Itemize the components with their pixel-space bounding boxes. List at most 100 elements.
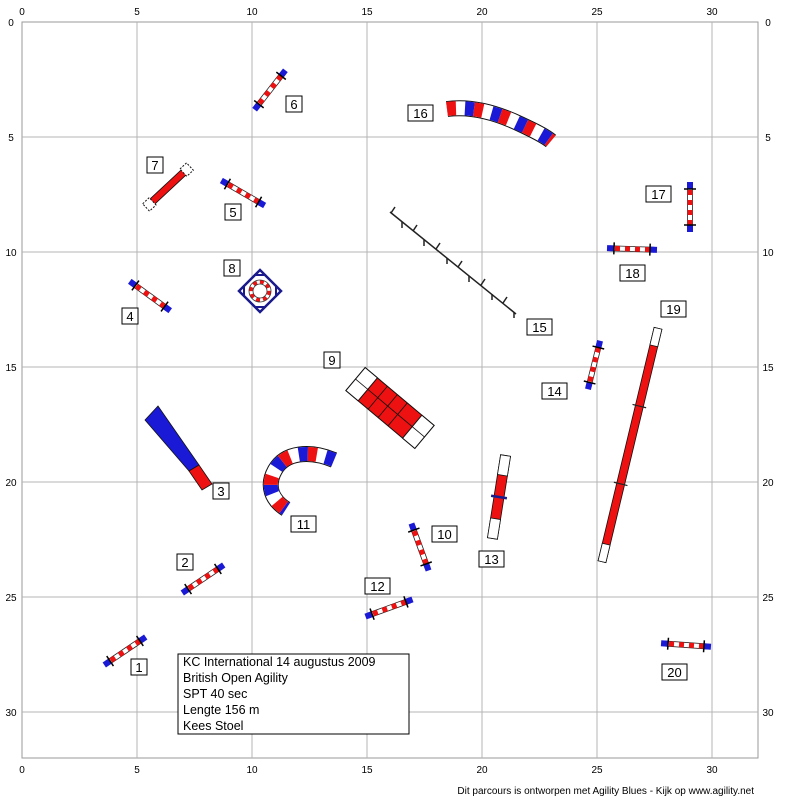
svg-text:6: 6 bbox=[290, 97, 297, 112]
svg-text:20: 20 bbox=[667, 665, 681, 680]
x-tick-label: 15 bbox=[361, 765, 373, 776]
x-tick-label: 15 bbox=[361, 7, 373, 18]
number-label-6: 6 bbox=[285, 95, 303, 113]
number-label-5: 5 bbox=[224, 203, 242, 221]
x-tick-label: 10 bbox=[246, 7, 258, 18]
obstacle-3-tunnel-chute bbox=[144, 405, 213, 491]
svg-text:9: 9 bbox=[328, 353, 335, 368]
svg-text:5: 5 bbox=[229, 205, 236, 220]
obstacle-18-jump bbox=[606, 242, 658, 256]
y-tick-label: 20 bbox=[762, 478, 774, 489]
x-tick-label: 25 bbox=[591, 765, 603, 776]
obstacle-4-jump bbox=[128, 278, 172, 314]
number-label-7: 7 bbox=[146, 156, 164, 174]
svg-text:2: 2 bbox=[181, 555, 188, 570]
svg-text:13: 13 bbox=[484, 552, 498, 567]
obstacle-14-jump bbox=[583, 340, 605, 390]
svg-text:1: 1 bbox=[135, 660, 142, 675]
number-label-11: 11 bbox=[290, 515, 317, 533]
obstacle-12-jump bbox=[364, 595, 414, 621]
svg-text:4: 4 bbox=[126, 309, 133, 324]
number-label-4: 4 bbox=[121, 307, 139, 325]
obstacle-16-tunnel bbox=[445, 100, 557, 148]
number-label-10: 10 bbox=[431, 525, 458, 543]
x-tick-label: 20 bbox=[476, 765, 488, 776]
designer-footer: Dit parcours is ontworpen met Agility Bl… bbox=[457, 786, 754, 797]
number-label-1: 1 bbox=[130, 658, 148, 676]
y-tick-label: 10 bbox=[762, 248, 774, 259]
svg-text:14: 14 bbox=[547, 384, 561, 399]
obstacle-6-jump bbox=[252, 68, 288, 112]
number-label-13: 13 bbox=[478, 550, 505, 568]
y-tick-label: 15 bbox=[5, 363, 17, 374]
info-event: KC International 14 augustus 2009 bbox=[183, 655, 376, 669]
x-tick-label: 25 bbox=[591, 7, 603, 18]
svg-text:11: 11 bbox=[297, 517, 311, 532]
svg-text:3: 3 bbox=[217, 484, 224, 499]
x-tick-label: 0 bbox=[19, 7, 25, 18]
number-label-2: 2 bbox=[176, 553, 194, 571]
x-axis-bottom: 0 5 10 15 20 25 30 bbox=[19, 765, 718, 776]
svg-text:17: 17 bbox=[651, 187, 665, 202]
obstacle-17-jump bbox=[684, 182, 696, 232]
y-tick-label: 5 bbox=[8, 133, 14, 144]
obstacle-9-a-frame bbox=[345, 366, 435, 450]
svg-text:8: 8 bbox=[228, 261, 235, 276]
obstacle-7-wall bbox=[141, 162, 195, 212]
obstacle-15-weave-poles bbox=[389, 206, 517, 318]
number-label-9: 9 bbox=[323, 351, 341, 369]
obstacle-5-jump bbox=[219, 177, 267, 209]
y-tick-label: 30 bbox=[762, 708, 774, 719]
number-label-15: 15 bbox=[526, 318, 553, 336]
y-tick-label: 10 bbox=[5, 248, 17, 259]
number-label-18: 18 bbox=[619, 264, 646, 282]
y-tick-label: 5 bbox=[765, 133, 771, 144]
y-tick-label: 20 bbox=[5, 478, 17, 489]
svg-text:12: 12 bbox=[370, 579, 384, 594]
svg-text:18: 18 bbox=[625, 266, 639, 281]
obstacle-8-tyre bbox=[237, 268, 283, 314]
svg-text:16: 16 bbox=[413, 106, 427, 121]
number-label-12: 12 bbox=[364, 577, 391, 595]
course-info-box: KC International 14 augustus 2009 Britis… bbox=[177, 653, 410, 735]
obstacle-19-dogwalk bbox=[597, 326, 663, 564]
y-tick-label: 25 bbox=[762, 593, 774, 604]
y-tick-label: 0 bbox=[8, 18, 14, 29]
obstacle-10-jump bbox=[407, 522, 433, 572]
x-tick-label: 5 bbox=[134, 765, 140, 776]
number-label-8: 8 bbox=[223, 259, 241, 277]
obstacle-2-jump bbox=[180, 562, 226, 596]
x-tick-label: 20 bbox=[476, 7, 488, 18]
y-tick-label: 25 bbox=[5, 593, 17, 604]
x-tick-label: 10 bbox=[246, 765, 258, 776]
info-spt: SPT 40 sec bbox=[183, 687, 247, 701]
y-tick-label: 0 bbox=[765, 18, 771, 29]
x-tick-label: 5 bbox=[134, 7, 140, 18]
x-axis-top: 0 5 10 15 20 25 30 bbox=[19, 7, 718, 18]
info-judge: Kees Stoel bbox=[183, 719, 243, 733]
grid-lines bbox=[22, 22, 758, 758]
info-class: British Open Agility bbox=[183, 671, 289, 685]
svg-text:7: 7 bbox=[151, 158, 158, 173]
obstacle-13-seesaw bbox=[487, 454, 511, 540]
svg-text:15: 15 bbox=[532, 320, 546, 335]
obstacle-20-jump bbox=[660, 637, 712, 653]
number-label-16: 16 bbox=[407, 104, 434, 122]
obstacle-number-labels: 1 2 3 4 5 6 7 8 9 10 11 12 13 14 15 16 1… bbox=[121, 95, 688, 681]
number-label-3: 3 bbox=[212, 482, 230, 500]
x-tick-label: 0 bbox=[19, 765, 25, 776]
number-label-20: 20 bbox=[661, 663, 688, 681]
y-axis-right: 0 5 10 15 20 25 30 bbox=[762, 18, 774, 719]
y-axis-left: 0 5 10 15 20 25 30 bbox=[5, 18, 17, 719]
info-length: Lengte 156 m bbox=[183, 703, 259, 717]
y-tick-label: 30 bbox=[5, 708, 17, 719]
svg-text:10: 10 bbox=[437, 527, 451, 542]
number-label-14: 14 bbox=[541, 382, 568, 400]
obstacle-1-jump bbox=[102, 634, 148, 668]
y-tick-label: 15 bbox=[762, 363, 774, 374]
number-label-19: 19 bbox=[660, 300, 687, 318]
number-label-17: 17 bbox=[645, 185, 672, 203]
obstacle-11-tunnel bbox=[262, 446, 338, 516]
x-tick-label: 30 bbox=[706, 7, 718, 18]
